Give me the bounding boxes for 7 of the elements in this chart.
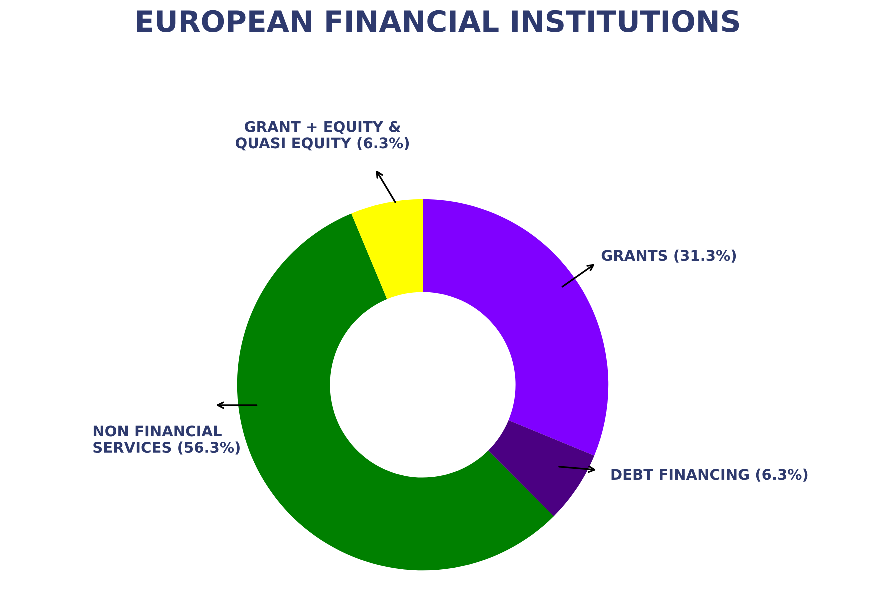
chart-title: EUROPEAN FINANCIAL INSTITUTIONS bbox=[137, 10, 740, 32]
slice-label: DEBT FINANCING (6.3%) bbox=[612, 468, 808, 482]
slice-label: GRANTS (31.3%) bbox=[602, 250, 736, 263]
slice-label: NON FINANCIAL SERVICES (56.3%) bbox=[94, 426, 240, 455]
slice-label: GRANT + EQUITY & QUASI EQUITY (6.3%) bbox=[236, 121, 410, 151]
donut-slice bbox=[488, 420, 595, 516]
donut-slice bbox=[352, 199, 423, 300]
